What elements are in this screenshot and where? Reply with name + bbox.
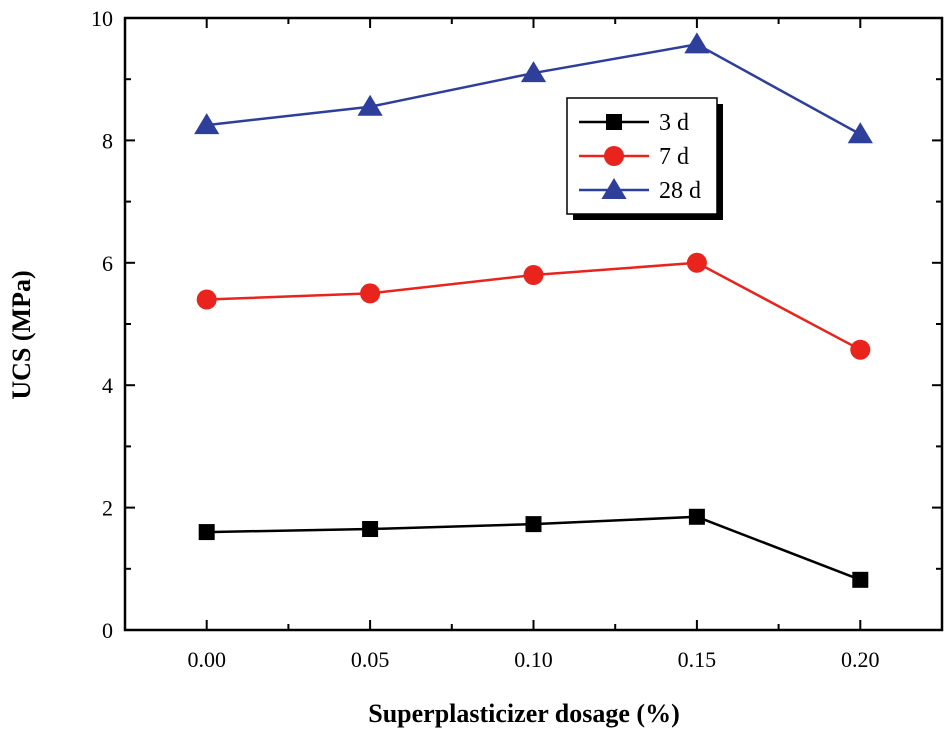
data-point-28d: [684, 32, 710, 54]
data-point-3d: [362, 521, 379, 538]
series-line-28d: [206, 43, 861, 136]
x-tick-label: 0.15: [678, 647, 717, 672]
y-tick-label: 6: [102, 251, 113, 276]
legend-marker-3d: [606, 114, 622, 130]
y-tick-label: 8: [102, 128, 113, 153]
x-tick-label: 0.05: [351, 647, 390, 672]
y-tick-label: 2: [102, 496, 113, 521]
data-point-7d: [360, 283, 381, 304]
data-point-28d: [847, 122, 873, 144]
x-axis-title: Superplasticizer dosage (%): [368, 699, 680, 728]
series-3d: [198, 508, 869, 588]
series-7d: [196, 252, 871, 360]
data-point-28d: [520, 61, 547, 83]
series-layer: [194, 32, 873, 588]
legend-marker-7d: [604, 146, 624, 166]
x-tick-label: 0.20: [841, 647, 880, 672]
legend-label-28d: 28 d: [659, 178, 701, 204]
y-axis-title: UCS (MPa): [7, 270, 36, 399]
data-point-3d: [198, 524, 215, 541]
legend: 3 d 7 d 28 d: [566, 97, 723, 220]
legend-label-7d: 7 d: [659, 144, 689, 170]
data-point-3d: [852, 571, 869, 588]
data-point-7d: [196, 289, 217, 310]
data-point-3d: [525, 516, 542, 533]
data-point-7d: [523, 265, 544, 286]
x-tick-label: 0.10: [514, 647, 553, 672]
legend-label-3d: 3 d: [659, 110, 689, 136]
y-tick-label: 4: [102, 373, 113, 398]
axes: 0 2 4 6 8 10 0.00 0.05 0.10 0.15 0.20: [91, 6, 944, 672]
y-tick-label: 0: [102, 618, 113, 643]
data-point-3d: [688, 508, 705, 525]
legend-marker-28d: [601, 178, 627, 199]
plot-frame: [123, 16, 944, 632]
series-28d: [194, 32, 873, 144]
x-tick-label: 0.00: [187, 647, 226, 672]
data-point-28d: [194, 113, 220, 135]
data-point-7d: [850, 339, 871, 360]
data-point-7d: [686, 252, 707, 273]
y-tick-label: 10: [91, 6, 113, 31]
data-point-28d: [357, 94, 383, 116]
